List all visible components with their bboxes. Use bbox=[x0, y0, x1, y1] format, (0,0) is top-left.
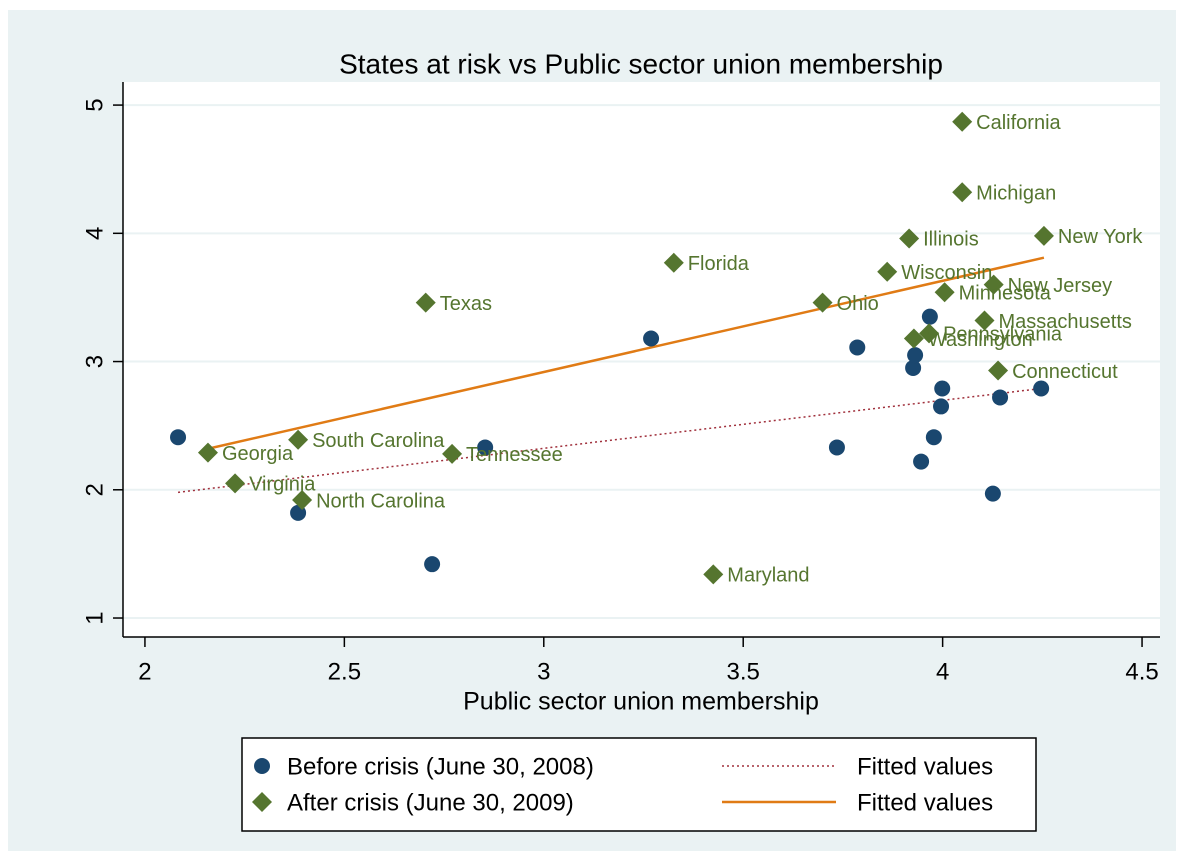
point-label: Florida bbox=[688, 253, 750, 275]
circle-marker bbox=[907, 347, 924, 364]
circle-marker bbox=[925, 429, 942, 446]
chart-title: States at risk vs Public sector union me… bbox=[339, 48, 943, 79]
x-tick-label: 2.5 bbox=[328, 658, 361, 685]
circle-marker bbox=[921, 308, 938, 325]
point-label: Georgia bbox=[222, 443, 294, 465]
point-label: North Carolina bbox=[316, 490, 446, 512]
diamond-marker bbox=[934, 282, 955, 303]
diamond-marker bbox=[197, 442, 218, 463]
point-label: Michigan bbox=[976, 183, 1056, 205]
point-label: Pennsylvania bbox=[943, 324, 1063, 346]
point-label: Tennessee bbox=[466, 444, 563, 466]
diamond-marker bbox=[952, 182, 973, 203]
point-label: California bbox=[976, 112, 1061, 134]
circle-marker bbox=[828, 439, 845, 456]
legend-label: Fitted values bbox=[857, 753, 993, 780]
y-tick-label: 1 bbox=[81, 611, 108, 624]
point-label: Minnesota bbox=[959, 283, 1052, 305]
point-label: Massachusetts bbox=[999, 311, 1132, 333]
legend-label: After crisis (June 30, 2009) bbox=[287, 789, 574, 816]
circle-marker bbox=[849, 339, 866, 356]
circle-marker bbox=[424, 556, 441, 573]
point-label: Virginia bbox=[249, 474, 316, 496]
diamond-marker bbox=[899, 228, 920, 249]
point-label: Wisconsin bbox=[901, 262, 992, 284]
point-label: Ohio bbox=[837, 293, 879, 315]
plot-area bbox=[123, 82, 1160, 637]
x-tick-label: 4 bbox=[936, 658, 949, 685]
diamond-marker bbox=[225, 473, 246, 494]
diamond-marker bbox=[288, 429, 309, 450]
x-tick-label: 3.5 bbox=[727, 658, 760, 685]
y-tick-label: 3 bbox=[81, 355, 108, 368]
point-label: Texas bbox=[440, 293, 492, 315]
y-tick-label: 4 bbox=[81, 227, 108, 240]
y-tick-label: 2 bbox=[81, 483, 108, 496]
legend-label: Fitted values bbox=[857, 789, 993, 816]
point-label: New Jersey bbox=[1008, 275, 1112, 297]
diamond-marker bbox=[292, 490, 313, 511]
diamond-marker bbox=[877, 261, 898, 282]
point-label: Illinois bbox=[923, 229, 979, 251]
circle-marker bbox=[933, 398, 950, 415]
legend-box bbox=[241, 737, 1037, 832]
diamond-marker bbox=[919, 323, 940, 344]
x-tick-label: 2 bbox=[138, 658, 151, 685]
diamond-marker bbox=[663, 252, 684, 273]
diamond-marker bbox=[442, 443, 463, 464]
circle-marker bbox=[643, 330, 660, 347]
diamond-marker bbox=[983, 274, 1004, 295]
fitted-line bbox=[207, 256, 1045, 450]
circle-marker bbox=[170, 429, 187, 446]
point-label: South Carolina bbox=[312, 430, 445, 452]
legend-marker bbox=[252, 792, 272, 812]
x-tick-label: 4.5 bbox=[1125, 658, 1158, 685]
legend-marker bbox=[254, 758, 270, 774]
circle-marker bbox=[992, 389, 1009, 406]
diamond-marker bbox=[1033, 225, 1054, 246]
circle-marker bbox=[984, 485, 1001, 502]
point-label: New York bbox=[1058, 226, 1143, 248]
diamond-marker bbox=[974, 310, 995, 331]
diamond-marker bbox=[415, 292, 436, 313]
diamond-marker bbox=[903, 328, 924, 349]
y-tick-label: 5 bbox=[81, 98, 108, 111]
legend-label: Before crisis (June 30, 2008) bbox=[287, 753, 594, 780]
circle-marker bbox=[913, 453, 930, 470]
circle-marker bbox=[477, 439, 494, 456]
circle-marker bbox=[934, 380, 951, 397]
x-tick-label: 3 bbox=[537, 658, 550, 685]
point-label: Connecticut bbox=[1012, 361, 1118, 383]
diamond-marker bbox=[952, 111, 973, 132]
diamond-marker bbox=[703, 564, 724, 585]
point-label: Washington bbox=[928, 329, 1033, 351]
x-axis-title: Public sector union membership bbox=[463, 688, 819, 716]
diamond-marker bbox=[812, 292, 833, 313]
point-label: Maryland bbox=[727, 565, 809, 587]
diamond-marker bbox=[988, 360, 1009, 381]
circle-marker bbox=[905, 359, 922, 376]
circle-marker bbox=[1033, 380, 1050, 397]
